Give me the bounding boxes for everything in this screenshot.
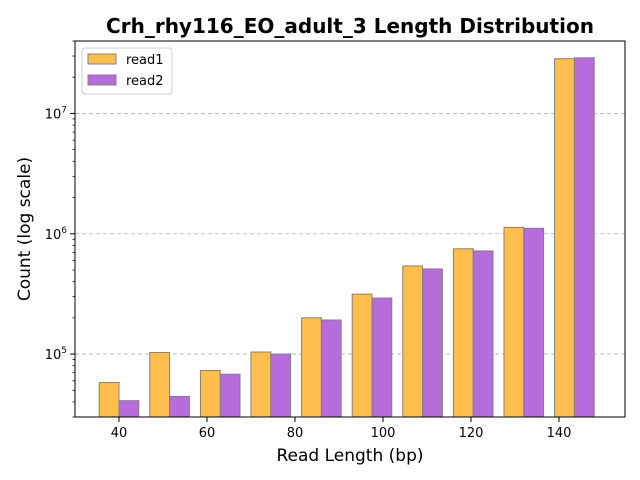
bar-read1-6 bbox=[402, 265, 424, 418]
chart-title: Crh_rhy116_EO_adult_3 Length Distributio… bbox=[106, 14, 594, 38]
x-tick-label-2: 80 bbox=[287, 426, 304, 441]
bar-read2-5 bbox=[371, 297, 393, 418]
bar-read1-2 bbox=[199, 370, 221, 418]
y-axis-ticks: 105 106 107 bbox=[45, 40, 75, 418]
legend-swatch-read2 bbox=[87, 74, 117, 86]
x-tick-label-1: 60 bbox=[199, 426, 216, 441]
x-tick-label-3: 100 bbox=[371, 426, 396, 441]
x-tick-label-0: 40 bbox=[111, 426, 128, 441]
bar-read2-6 bbox=[422, 268, 443, 418]
bar-read2-8 bbox=[523, 227, 545, 418]
legend: read1 read2 bbox=[81, 47, 173, 95]
x-tick-label-4: 120 bbox=[459, 426, 484, 441]
bar-read2-9 bbox=[573, 57, 595, 418]
legend-label-read2: read2 bbox=[126, 74, 164, 89]
y-tick-label-1: 106 bbox=[45, 226, 68, 243]
bar-read2-3 bbox=[270, 353, 292, 418]
y-axis-label: Count (log scale) bbox=[15, 157, 35, 301]
bar-read1-4 bbox=[301, 317, 322, 418]
bar-read1-8 bbox=[503, 226, 525, 418]
bar-read1-9 bbox=[554, 58, 575, 418]
bar-read1-0 bbox=[98, 382, 120, 418]
x-tick-label-5: 140 bbox=[547, 426, 572, 441]
bar-read1-3 bbox=[250, 351, 272, 418]
bar-read2-4 bbox=[320, 319, 342, 418]
y-tick-label-0: 105 bbox=[45, 346, 67, 363]
bar-read2-2 bbox=[219, 373, 241, 418]
bar-read2-0 bbox=[118, 400, 140, 418]
legend-swatch-read1 bbox=[87, 53, 117, 65]
y-tick-label-2: 107 bbox=[45, 105, 67, 122]
x-axis-label: Read Length (bp) bbox=[276, 446, 423, 466]
bar-read1-1 bbox=[149, 352, 171, 418]
plot-area-frame bbox=[74, 40, 626, 418]
bar-read1-5 bbox=[351, 293, 373, 418]
legend-label-read1: read1 bbox=[126, 53, 164, 68]
bar-read1-7 bbox=[452, 248, 474, 418]
bars bbox=[98, 57, 595, 418]
bar-read2-1 bbox=[169, 395, 190, 418]
x-axis-ticks: 40 60 80 100 120 140 bbox=[111, 417, 572, 441]
bar-read2-7 bbox=[472, 250, 494, 418]
